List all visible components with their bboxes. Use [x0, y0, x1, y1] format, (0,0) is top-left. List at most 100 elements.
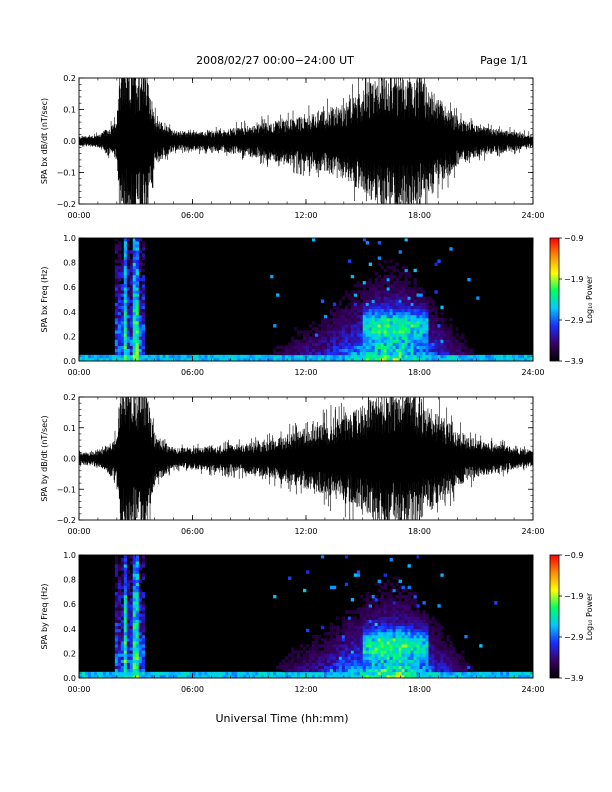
spectrogram-cell: [455, 671, 459, 676]
spectrogram-cell: [129, 604, 134, 608]
spectrogram-cell: [422, 351, 426, 356]
spectrogram-cell: [425, 653, 429, 657]
spectrogram-cell: [341, 314, 346, 319]
spectrogram-cell: [398, 598, 402, 602]
spectrogram-cell: [380, 662, 384, 667]
spectrogram-cell: [395, 588, 399, 593]
spectrogram-cell: [114, 674, 119, 679]
spectrogram-cell: [524, 671, 528, 676]
spectrogram-cell: [410, 302, 414, 306]
spectrogram-cell: [521, 671, 525, 676]
spectrogram-cell: [141, 573, 146, 577]
spectrogram-cell: [383, 357, 387, 362]
spectrogram-cell: [108, 674, 113, 679]
spectrogram-cell: [332, 671, 337, 676]
spectrogram-cell: [291, 348, 295, 353]
spectrogram-cell: [413, 296, 417, 300]
spectrogram-cell: [138, 567, 143, 571]
spectrogram-cell: [126, 330, 131, 334]
spectrogram-cell: [422, 311, 426, 316]
spectrogram-cell: [416, 342, 420, 346]
spectrogram-cell: [398, 607, 402, 611]
spectrogram-cell: [300, 644, 304, 648]
spectrogram-cell: [422, 619, 426, 623]
spectrogram-cell: [350, 339, 355, 343]
spectrogram-cell: [356, 607, 361, 611]
spectrogram-cell: [389, 302, 393, 306]
spectrogram-cell: [237, 674, 241, 679]
y-tick-label: −0.2: [57, 516, 76, 525]
spectrogram-cell: [171, 674, 175, 679]
spectrogram-cell: [380, 622, 384, 627]
spectrogram-cell: [129, 296, 134, 300]
spectrogram-cell: [356, 290, 361, 294]
spectrogram-cell: [392, 625, 396, 630]
spectrogram-cell: [126, 616, 131, 620]
spectrogram-cell: [332, 348, 337, 353]
spectrogram-cell: [401, 585, 405, 590]
spectrogram-cell: [117, 619, 122, 623]
spectrogram-cell: [434, 647, 438, 651]
spectrogram-cell: [398, 317, 402, 322]
spectrogram-cell: [159, 674, 163, 679]
spectrogram-cell: [306, 671, 310, 676]
spectrogram-cell: [332, 357, 337, 362]
spectrogram-cell: [306, 339, 310, 343]
spectrogram-cell: [126, 305, 131, 310]
spectrogram-cell: [314, 342, 319, 346]
spectrogram-cell: [404, 674, 408, 679]
spectrogram-cell: [117, 625, 122, 630]
spectrogram-cell: [90, 357, 95, 362]
spectrogram-cell: [455, 674, 459, 679]
spectrogram-cell: [132, 616, 137, 620]
spectrogram-cell: [422, 339, 426, 343]
spectrogram-cell: [428, 330, 432, 334]
spectrogram-cell: [135, 613, 140, 617]
spectrogram-cell: [380, 348, 384, 353]
spectrogram-cell: [228, 354, 232, 359]
spectrogram-cell: [377, 274, 381, 279]
spectrogram-cell: [419, 317, 423, 322]
spectrogram-cell: [365, 342, 370, 346]
spectrogram-cell: [341, 634, 346, 639]
spectrogram-cell: [347, 659, 352, 663]
spectrogram-cell: [443, 348, 447, 353]
spectrogram-cell: [392, 671, 396, 676]
spectrogram-cell: [329, 662, 334, 667]
spectrogram-cell: [288, 351, 292, 356]
spectrogram-cell: [368, 327, 373, 331]
spectrogram-cell: [356, 610, 361, 614]
spectrogram-cell: [243, 674, 247, 679]
spectrogram-cell: [114, 351, 119, 356]
spectrogram-cell: [395, 330, 399, 334]
spectrogram-cell: [138, 604, 143, 608]
spectrogram-cell: [506, 671, 510, 676]
spectrogram-cell: [353, 299, 358, 303]
spectrogram-cell: [285, 656, 289, 660]
spectrogram-cell: [320, 668, 325, 673]
spectrogram-cell: [422, 317, 426, 322]
spectrogram-cell: [431, 348, 435, 353]
spectrogram-cell: [479, 354, 483, 359]
spectrogram-cell: [458, 354, 462, 359]
spectrogram-cell: [440, 305, 444, 310]
spectrogram-cell: [311, 238, 316, 242]
spectrogram-cell: [141, 299, 146, 303]
spectrogram-cell: [120, 271, 125, 276]
spectrogram-cell: [123, 598, 128, 602]
spectrogram-cell: [434, 357, 438, 362]
spectrogram-cell: [341, 616, 346, 620]
x-tick-label: 18:00: [408, 368, 431, 377]
spectrogram-cell: [446, 668, 450, 673]
spectrogram-cell: [425, 647, 429, 651]
spectrogram-cell: [383, 598, 387, 602]
spectrogram-cell: [368, 284, 373, 288]
spectrogram-cell: [368, 619, 373, 623]
spectrogram-cell: [120, 259, 125, 263]
spectrogram-cell: [138, 302, 143, 306]
spectrogram-cell: [222, 671, 226, 676]
spectrogram-cell: [515, 354, 519, 359]
spectrogram-cell: [132, 588, 137, 593]
spectrogram-cell: [461, 351, 465, 356]
spectrogram-cell: [413, 622, 417, 627]
